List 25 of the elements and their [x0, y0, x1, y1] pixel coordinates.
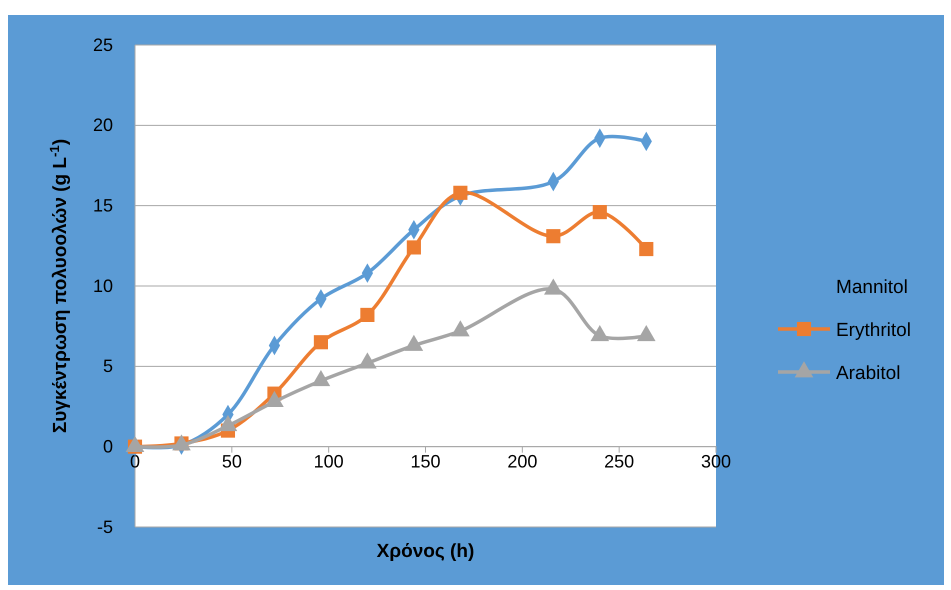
x-axis-title: Χρόνος (h): [376, 541, 474, 562]
y-tick-label: 0: [102, 436, 113, 456]
point: [360, 308, 374, 322]
y-tick-label: 20: [92, 115, 113, 136]
y-tick-label: 10: [92, 276, 113, 296]
point: [406, 240, 421, 255]
x-tick-label: 300: [700, 451, 732, 472]
x-tick-label: 200: [507, 451, 538, 472]
legend-label: Erythritol: [836, 320, 911, 341]
y-tick-label: -5: [96, 516, 113, 537]
x-tick-label: 100: [314, 451, 344, 472]
point: [453, 186, 468, 200]
legend-label: Arabitol: [836, 363, 900, 384]
point: [546, 229, 560, 244]
x-tick-label: 250: [604, 451, 634, 472]
x-tick-label: 0: [130, 451, 140, 472]
x-tick-label: 50: [222, 451, 242, 472]
text: Mannitol: [836, 277, 908, 298]
x-tick-label: 150: [410, 451, 441, 472]
point: [639, 242, 654, 256]
point: [592, 205, 607, 220]
point: [314, 335, 328, 350]
y-tick-label: 25: [92, 34, 113, 55]
y-tick-label: 15: [92, 195, 113, 216]
y-tick-label: 5: [102, 356, 113, 376]
